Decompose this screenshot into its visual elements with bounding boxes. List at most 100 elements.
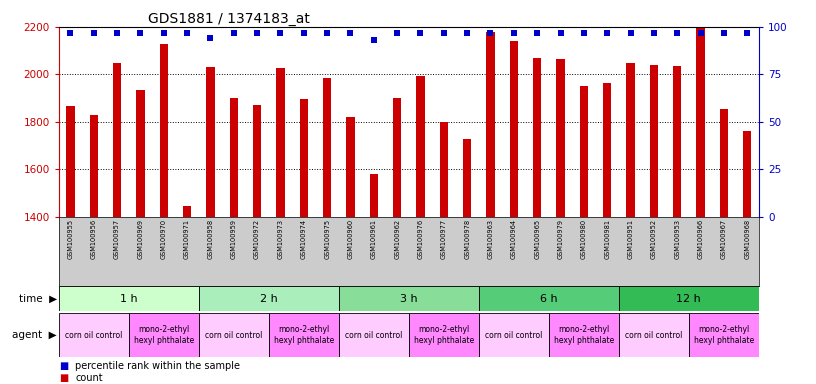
Text: GSM100971: GSM100971 bbox=[184, 219, 190, 259]
Point bbox=[391, 30, 404, 36]
Text: mono-2-ethyl
hexyl phthalate: mono-2-ethyl hexyl phthalate bbox=[694, 325, 754, 345]
Bar bbox=[339, 313, 409, 357]
Text: corn oil control: corn oil control bbox=[65, 331, 122, 339]
Bar bbox=[463, 139, 472, 217]
Point bbox=[204, 35, 217, 41]
Text: GSM100975: GSM100975 bbox=[324, 219, 330, 259]
Text: GSM100969: GSM100969 bbox=[137, 219, 144, 259]
Bar bbox=[619, 313, 689, 357]
Text: GSM100955: GSM100955 bbox=[68, 219, 73, 259]
Point bbox=[741, 30, 754, 36]
Text: GSM100981: GSM100981 bbox=[604, 219, 610, 259]
Text: mono-2-ethyl
hexyl phthalate: mono-2-ethyl hexyl phthalate bbox=[273, 325, 334, 345]
Point bbox=[367, 37, 380, 43]
Text: GSM100978: GSM100978 bbox=[464, 219, 470, 259]
Bar bbox=[299, 99, 308, 217]
Text: count: count bbox=[75, 373, 103, 383]
Text: GSM100970: GSM100970 bbox=[161, 219, 166, 259]
Point bbox=[647, 30, 660, 36]
Point bbox=[157, 30, 171, 36]
Text: 6 h: 6 h bbox=[540, 293, 557, 304]
Bar bbox=[229, 98, 238, 217]
Bar bbox=[199, 313, 268, 357]
Bar bbox=[90, 115, 98, 217]
Text: corn oil control: corn oil control bbox=[205, 331, 263, 339]
Point bbox=[110, 30, 124, 36]
Bar bbox=[113, 63, 122, 217]
Text: corn oil control: corn oil control bbox=[345, 331, 402, 339]
Text: GSM100956: GSM100956 bbox=[91, 219, 97, 259]
Point bbox=[251, 30, 264, 36]
Point bbox=[578, 30, 591, 36]
Bar bbox=[479, 313, 549, 357]
Point bbox=[717, 30, 730, 36]
Text: GSM100968: GSM100968 bbox=[744, 219, 750, 259]
Bar bbox=[206, 67, 215, 217]
Bar bbox=[533, 58, 541, 217]
Text: corn oil control: corn oil control bbox=[625, 331, 682, 339]
Point bbox=[508, 30, 521, 36]
Bar bbox=[59, 313, 129, 357]
Bar bbox=[199, 286, 339, 311]
Bar bbox=[129, 313, 199, 357]
Point bbox=[87, 30, 100, 36]
Text: mono-2-ethyl
hexyl phthalate: mono-2-ethyl hexyl phthalate bbox=[134, 325, 194, 345]
Point bbox=[344, 30, 357, 36]
Point bbox=[624, 30, 637, 36]
Bar bbox=[627, 63, 635, 217]
Bar bbox=[720, 109, 728, 217]
Bar bbox=[253, 105, 261, 217]
Bar bbox=[440, 122, 448, 217]
Text: GSM100976: GSM100976 bbox=[418, 219, 424, 259]
Point bbox=[694, 30, 707, 36]
Text: ■: ■ bbox=[59, 373, 68, 383]
Bar bbox=[339, 286, 479, 311]
Bar bbox=[183, 206, 191, 217]
Text: percentile rank within the sample: percentile rank within the sample bbox=[75, 361, 240, 371]
Text: corn oil control: corn oil control bbox=[486, 331, 543, 339]
Bar bbox=[579, 86, 588, 217]
Text: GSM100962: GSM100962 bbox=[394, 219, 400, 259]
Bar bbox=[689, 313, 759, 357]
Bar bbox=[486, 31, 494, 217]
Bar bbox=[160, 43, 168, 217]
Text: GDS1881 / 1374183_at: GDS1881 / 1374183_at bbox=[148, 12, 309, 25]
Text: GSM100957: GSM100957 bbox=[114, 219, 120, 259]
Text: GSM100967: GSM100967 bbox=[721, 219, 727, 259]
Bar bbox=[393, 98, 401, 217]
Text: GSM100974: GSM100974 bbox=[301, 219, 307, 259]
Point bbox=[180, 30, 193, 36]
Text: 3 h: 3 h bbox=[400, 293, 418, 304]
Text: GSM100973: GSM100973 bbox=[277, 219, 283, 259]
Point bbox=[601, 30, 614, 36]
Point bbox=[274, 30, 287, 36]
Point bbox=[64, 30, 77, 36]
Bar bbox=[673, 66, 681, 217]
Text: 12 h: 12 h bbox=[676, 293, 701, 304]
Point bbox=[554, 30, 567, 36]
Point bbox=[414, 30, 427, 36]
Text: mono-2-ethyl
hexyl phthalate: mono-2-ethyl hexyl phthalate bbox=[554, 325, 614, 345]
Point bbox=[227, 30, 240, 36]
Bar bbox=[136, 90, 144, 217]
Text: 1 h: 1 h bbox=[120, 293, 138, 304]
Text: GSM100960: GSM100960 bbox=[348, 219, 353, 259]
Bar bbox=[277, 68, 285, 217]
Point bbox=[134, 30, 147, 36]
Text: GSM100966: GSM100966 bbox=[698, 219, 703, 259]
Text: GSM100979: GSM100979 bbox=[557, 219, 564, 259]
Text: GSM100964: GSM100964 bbox=[511, 219, 517, 259]
Bar bbox=[346, 117, 355, 217]
Bar bbox=[650, 65, 658, 217]
Bar bbox=[603, 83, 611, 217]
Text: GSM100953: GSM100953 bbox=[674, 219, 681, 259]
Text: agent  ▶: agent ▶ bbox=[12, 330, 57, 340]
Bar bbox=[510, 41, 518, 217]
Text: GSM100961: GSM100961 bbox=[370, 219, 377, 259]
Text: GSM100952: GSM100952 bbox=[651, 219, 657, 259]
Text: GSM100965: GSM100965 bbox=[534, 219, 540, 259]
Text: GSM100980: GSM100980 bbox=[581, 219, 587, 259]
Bar bbox=[409, 313, 479, 357]
Bar bbox=[66, 106, 74, 217]
Bar bbox=[696, 28, 705, 217]
